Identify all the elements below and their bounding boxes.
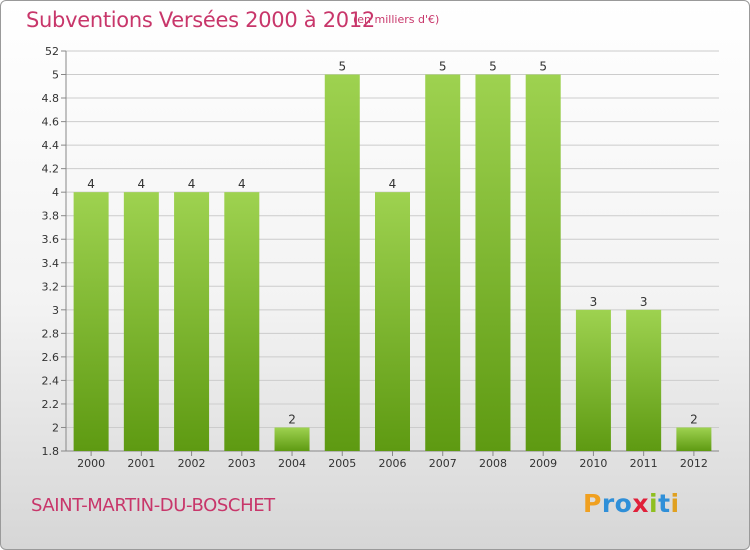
x-tick-label: 2000: [77, 457, 105, 470]
x-tick-label: 2011: [630, 457, 658, 470]
bar-value-label: 4: [138, 177, 146, 191]
y-tick-label: 3: [52, 304, 59, 317]
bar: [224, 192, 260, 452]
bar-value-label: 5: [489, 60, 497, 74]
x-tick-label: 2008: [479, 457, 507, 470]
bar-value-label: 2: [690, 412, 698, 426]
chart-title: Subventions Versées 2000 à 2012: [26, 8, 375, 32]
y-tick-label: 4.6: [42, 116, 60, 129]
logo-letter: i: [670, 489, 680, 518]
logo-letter: r: [601, 489, 615, 518]
bar: [324, 74, 360, 451]
y-tick-label: 3.4: [42, 257, 60, 270]
bar: [676, 427, 712, 451]
bar-value-label: 5: [439, 60, 447, 74]
bar-value-label: 3: [590, 295, 598, 309]
bar: [425, 74, 461, 451]
bar-value-label: 4: [188, 177, 196, 191]
bar-value-label: 5: [338, 60, 346, 74]
y-tick-label: 2.8: [42, 327, 60, 340]
y-tick-label: 3.6: [42, 233, 60, 246]
bar: [626, 309, 662, 451]
y-tick-label: 52: [45, 45, 59, 58]
x-tick-label: 2005: [328, 457, 356, 470]
bar: [375, 192, 410, 452]
y-tick-label: 1.8: [42, 445, 60, 458]
x-tick-label: 2001: [127, 457, 155, 470]
logo-letter: x: [632, 489, 649, 518]
location-name: SAINT-MARTIN-DU-BOSCHET: [31, 495, 275, 516]
bar: [123, 192, 159, 452]
logo-letter: P: [583, 489, 602, 518]
logo-letter: t: [658, 489, 671, 518]
y-tick-label: 4.8: [42, 92, 60, 105]
bar-value-label: 4: [238, 177, 246, 191]
logo-letter: i: [649, 489, 659, 518]
logo-letter: o: [614, 489, 633, 518]
bar-value-label: 4: [87, 177, 95, 191]
x-tick-label: 2010: [579, 457, 607, 470]
chart-subtitle: (en milliers d'€): [353, 13, 440, 26]
y-tick-label: 5: [52, 69, 59, 82]
bar-value-label: 2: [288, 412, 296, 426]
bar: [274, 427, 310, 451]
x-tick-label: 2003: [228, 457, 256, 470]
x-tick-label: 2004: [278, 457, 306, 470]
x-tick-label: 2009: [529, 457, 557, 470]
bar: [525, 74, 561, 451]
bar-value-label: 3: [640, 295, 648, 309]
y-tick-label: 2: [52, 421, 59, 434]
x-tick-label: 2006: [379, 457, 407, 470]
bar-value-label: 4: [389, 177, 397, 191]
x-tick-label: 2002: [178, 457, 206, 470]
bar-value-label: 5: [539, 60, 547, 74]
bar: [475, 74, 511, 451]
y-tick-label: 4.4: [42, 139, 60, 152]
x-tick-label: 2007: [429, 457, 457, 470]
y-tick-label: 3.8: [42, 210, 60, 223]
proxiti-logo: Proxiti: [583, 489, 680, 518]
bar: [174, 192, 210, 452]
y-tick-label: 3.2: [42, 280, 60, 293]
y-tick-label: 2.2: [42, 398, 60, 411]
y-tick-label: 2.6: [42, 351, 60, 364]
bar: [575, 309, 611, 451]
y-tick-label: 4: [52, 186, 59, 199]
y-tick-label: 4.2: [42, 163, 60, 176]
x-tick-label: 2012: [680, 457, 708, 470]
y-tick-label: 2.4: [42, 374, 60, 387]
bar: [73, 192, 109, 452]
